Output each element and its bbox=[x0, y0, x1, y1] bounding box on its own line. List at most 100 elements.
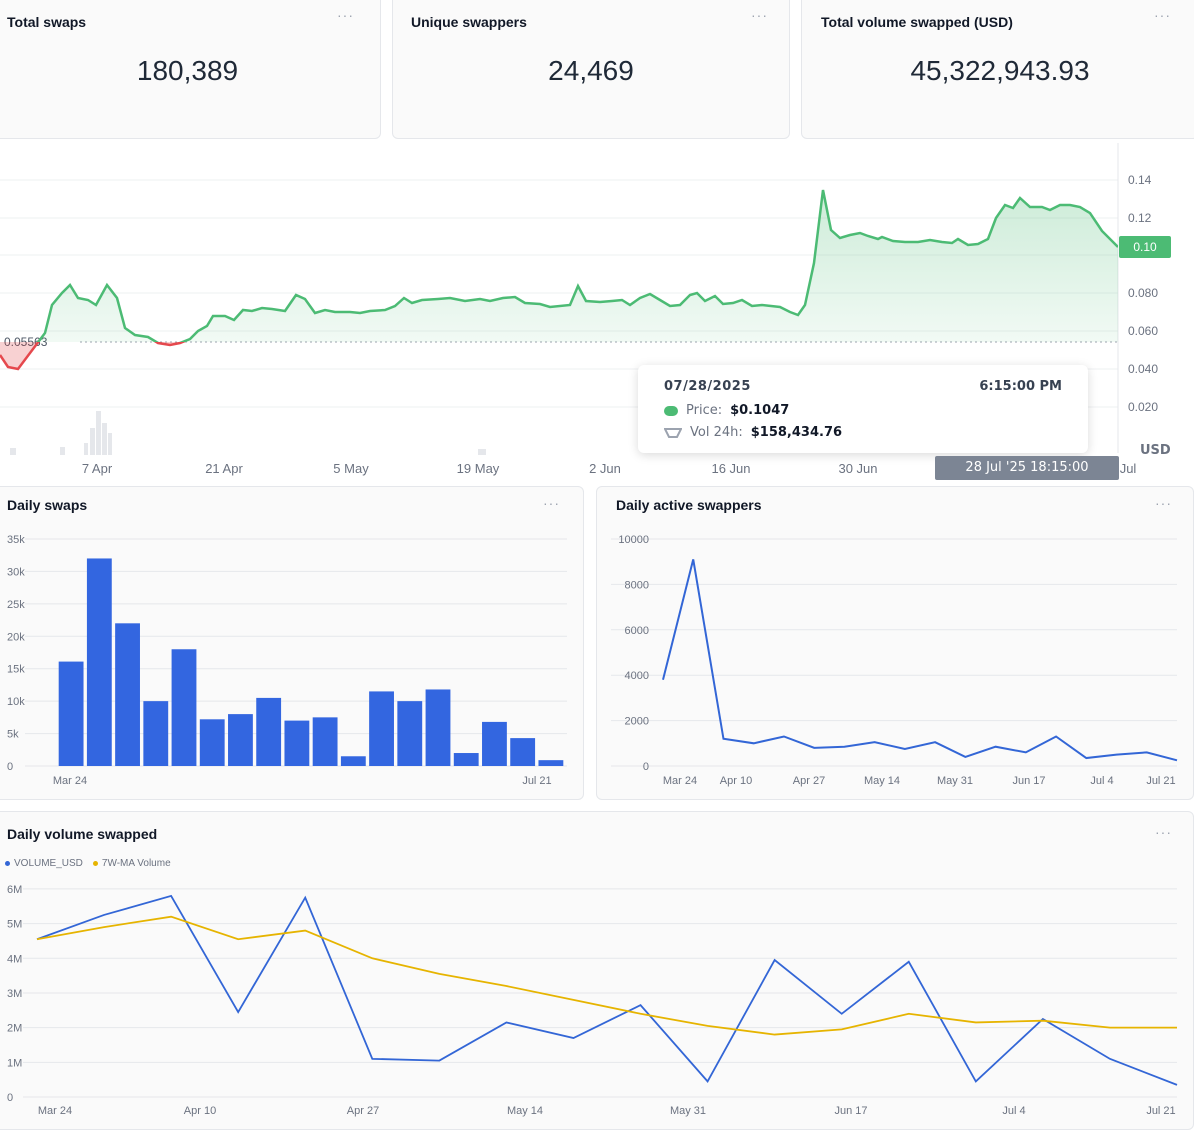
more-options-icon[interactable]: ··· bbox=[543, 495, 560, 511]
y-tick-label: 35k bbox=[7, 534, 25, 546]
bar bbox=[115, 623, 140, 766]
y-tick-label: 2M bbox=[7, 1023, 22, 1035]
volume-bar bbox=[10, 448, 16, 455]
bar bbox=[369, 691, 394, 766]
kpi-card-unique-swappers: Unique swappers ··· 24,469 bbox=[392, 0, 790, 139]
x-tick-label: Jun 17 bbox=[1012, 775, 1045, 787]
y-tick-label: 2000 bbox=[625, 716, 649, 728]
volume-bar bbox=[84, 443, 88, 455]
bar bbox=[312, 717, 338, 766]
tooltip-volume-value: $158,434.76 bbox=[750, 425, 843, 440]
y-tick-label: 0.080 bbox=[1128, 286, 1158, 300]
chart-title: Daily active swappers bbox=[616, 497, 762, 513]
daily-swaps-chart: 35k 30k 25k 20k 15k 10k 5k 0 Mar 24 Jul 21 bbox=[7, 534, 567, 787]
currency-label: USD bbox=[1140, 443, 1171, 458]
kpi-title: Total swaps bbox=[7, 14, 87, 30]
x-tick-label: Mar 24 bbox=[663, 775, 697, 787]
x-tick-label: Jul 4 bbox=[1090, 775, 1113, 787]
x-tick-label: May 14 bbox=[507, 1105, 543, 1117]
volume-bar bbox=[96, 411, 101, 455]
line-series bbox=[36, 915, 1177, 1036]
price-line-down bbox=[0, 342, 186, 371]
x-tick-label: 7 Apr bbox=[82, 461, 113, 476]
x-tick-label: May 31 bbox=[937, 775, 973, 787]
volume-histogram-icon bbox=[664, 427, 682, 438]
bar bbox=[228, 714, 253, 766]
y-tick-label: 0.12 bbox=[1128, 211, 1152, 225]
y-tick-label: 10k bbox=[7, 696, 25, 708]
kpi-title: Total volume swapped (USD) bbox=[821, 14, 1013, 30]
x-tick-label: Jul bbox=[1120, 461, 1137, 476]
tooltip-time: 6:15:00 PM bbox=[979, 379, 1062, 394]
more-options-icon[interactable]: ··· bbox=[1154, 7, 1171, 23]
y-tick-label: 6000 bbox=[625, 625, 649, 637]
kpi-value: 24,469 bbox=[548, 55, 634, 86]
tooltip-price-value: $0.1047 bbox=[730, 403, 790, 418]
x-tick-label: May 31 bbox=[670, 1105, 706, 1117]
tooltip-price-label: Price: bbox=[686, 403, 723, 418]
daily-swaps-card: Daily swaps ··· 35k 30k 25k 20k 15k 10k 5k 0 Mar… bbox=[0, 486, 584, 800]
more-options-icon[interactable]: ··· bbox=[337, 7, 354, 23]
price-tooltip: 07/28/2025 6:15:00 PM Price: $0.1047 Vol… bbox=[638, 365, 1088, 453]
volume-bar bbox=[478, 449, 486, 455]
more-options-icon[interactable]: ··· bbox=[1155, 495, 1172, 511]
bar bbox=[143, 701, 169, 766]
current-price-badge bbox=[1119, 236, 1171, 258]
tooltip-volume-label: Vol 24h: bbox=[690, 425, 743, 440]
more-options-icon[interactable]: ··· bbox=[1155, 824, 1172, 840]
bar bbox=[340, 756, 366, 766]
line-series bbox=[662, 559, 1178, 762]
legend-item-7w-ma[interactable]: 7W-MA Volume bbox=[92, 858, 171, 869]
y-tick-label: 0.14 bbox=[1128, 173, 1152, 187]
price-chart-panel[interactable]: 0.140.120.0800.0600.0400.0200.055630.107… bbox=[0, 143, 1194, 483]
x-tick-label: 5 May bbox=[333, 461, 369, 476]
bar bbox=[58, 661, 84, 766]
daily-volume-chart: 6M 5M 4M 3M 2M 1M 0 Mar 24 Apr 10 Apr 27 May 14 May… bbox=[7, 884, 1178, 1117]
y-tick-label: 6M bbox=[7, 884, 22, 896]
x-tick-label: May 14 bbox=[864, 775, 900, 787]
legend-dot bbox=[5, 860, 10, 866]
bar bbox=[256, 697, 282, 766]
price-chart[interactable]: 0.140.120.0800.0600.0400.0200.055630.107… bbox=[0, 143, 1194, 483]
x-tick-label: Apr 27 bbox=[793, 775, 825, 787]
legend-label: VOLUME_USD bbox=[14, 858, 83, 869]
y-tick-label: 15k bbox=[7, 664, 25, 676]
legend-item-volume-usd[interactable]: VOLUME_USD bbox=[5, 858, 83, 869]
chart-title: Daily swaps bbox=[7, 497, 88, 513]
volume-bar bbox=[60, 447, 65, 455]
bar bbox=[199, 719, 225, 766]
crosshair-time-label: 28 Jul '25 18:15:00 bbox=[935, 456, 1119, 480]
bar bbox=[171, 649, 197, 766]
bar bbox=[510, 738, 536, 766]
x-tick-label: 21 Apr bbox=[205, 461, 243, 476]
x-tick-label: Apr 10 bbox=[184, 1105, 216, 1117]
x-tick-label: Mar 24 bbox=[38, 1105, 72, 1117]
x-tick-label: Jul 21 bbox=[1146, 1105, 1175, 1117]
x-tick-label: 16 Jun bbox=[711, 461, 750, 476]
bar bbox=[86, 558, 112, 766]
y-tick-label: 4000 bbox=[625, 670, 649, 682]
y-tick-label: 1M bbox=[7, 1057, 22, 1069]
kpi-card-total-swaps: Total swaps ··· 180,389 bbox=[0, 0, 381, 139]
y-tick-label: 8000 bbox=[625, 579, 649, 591]
more-options-icon[interactable]: ··· bbox=[751, 7, 768, 23]
legend-dot bbox=[92, 860, 98, 866]
y-tick-label: 25k bbox=[7, 599, 25, 611]
price-line-up bbox=[36, 189, 1118, 342]
y-tick-label: 30k bbox=[7, 566, 25, 578]
bar bbox=[397, 701, 423, 766]
price-area-up bbox=[0, 190, 1118, 342]
bar bbox=[482, 721, 507, 766]
x-tick-label: Jun 17 bbox=[834, 1105, 867, 1117]
daily-active-chart: 10000 8000 6000 4000 2000 0 Mar 24 Apr 10 Apr 27… bbox=[611, 534, 1178, 787]
y-tick-label: 0 bbox=[7, 1092, 13, 1104]
chart-legend[interactable]: VOLUME_USD 7W-MA Volume bbox=[5, 858, 171, 869]
chart-title: Daily volume swapped bbox=[7, 826, 158, 842]
y-tick-label: 0 bbox=[7, 761, 13, 773]
kpi-value: 180,389 bbox=[136, 55, 239, 86]
x-tick-label: Jul 21 bbox=[1146, 775, 1175, 787]
kpi-title: Unique swappers bbox=[411, 14, 527, 30]
y-tick-label: 5k bbox=[7, 729, 19, 741]
current-price-label: 0.10 bbox=[1133, 240, 1157, 254]
volume-bar bbox=[108, 433, 112, 455]
